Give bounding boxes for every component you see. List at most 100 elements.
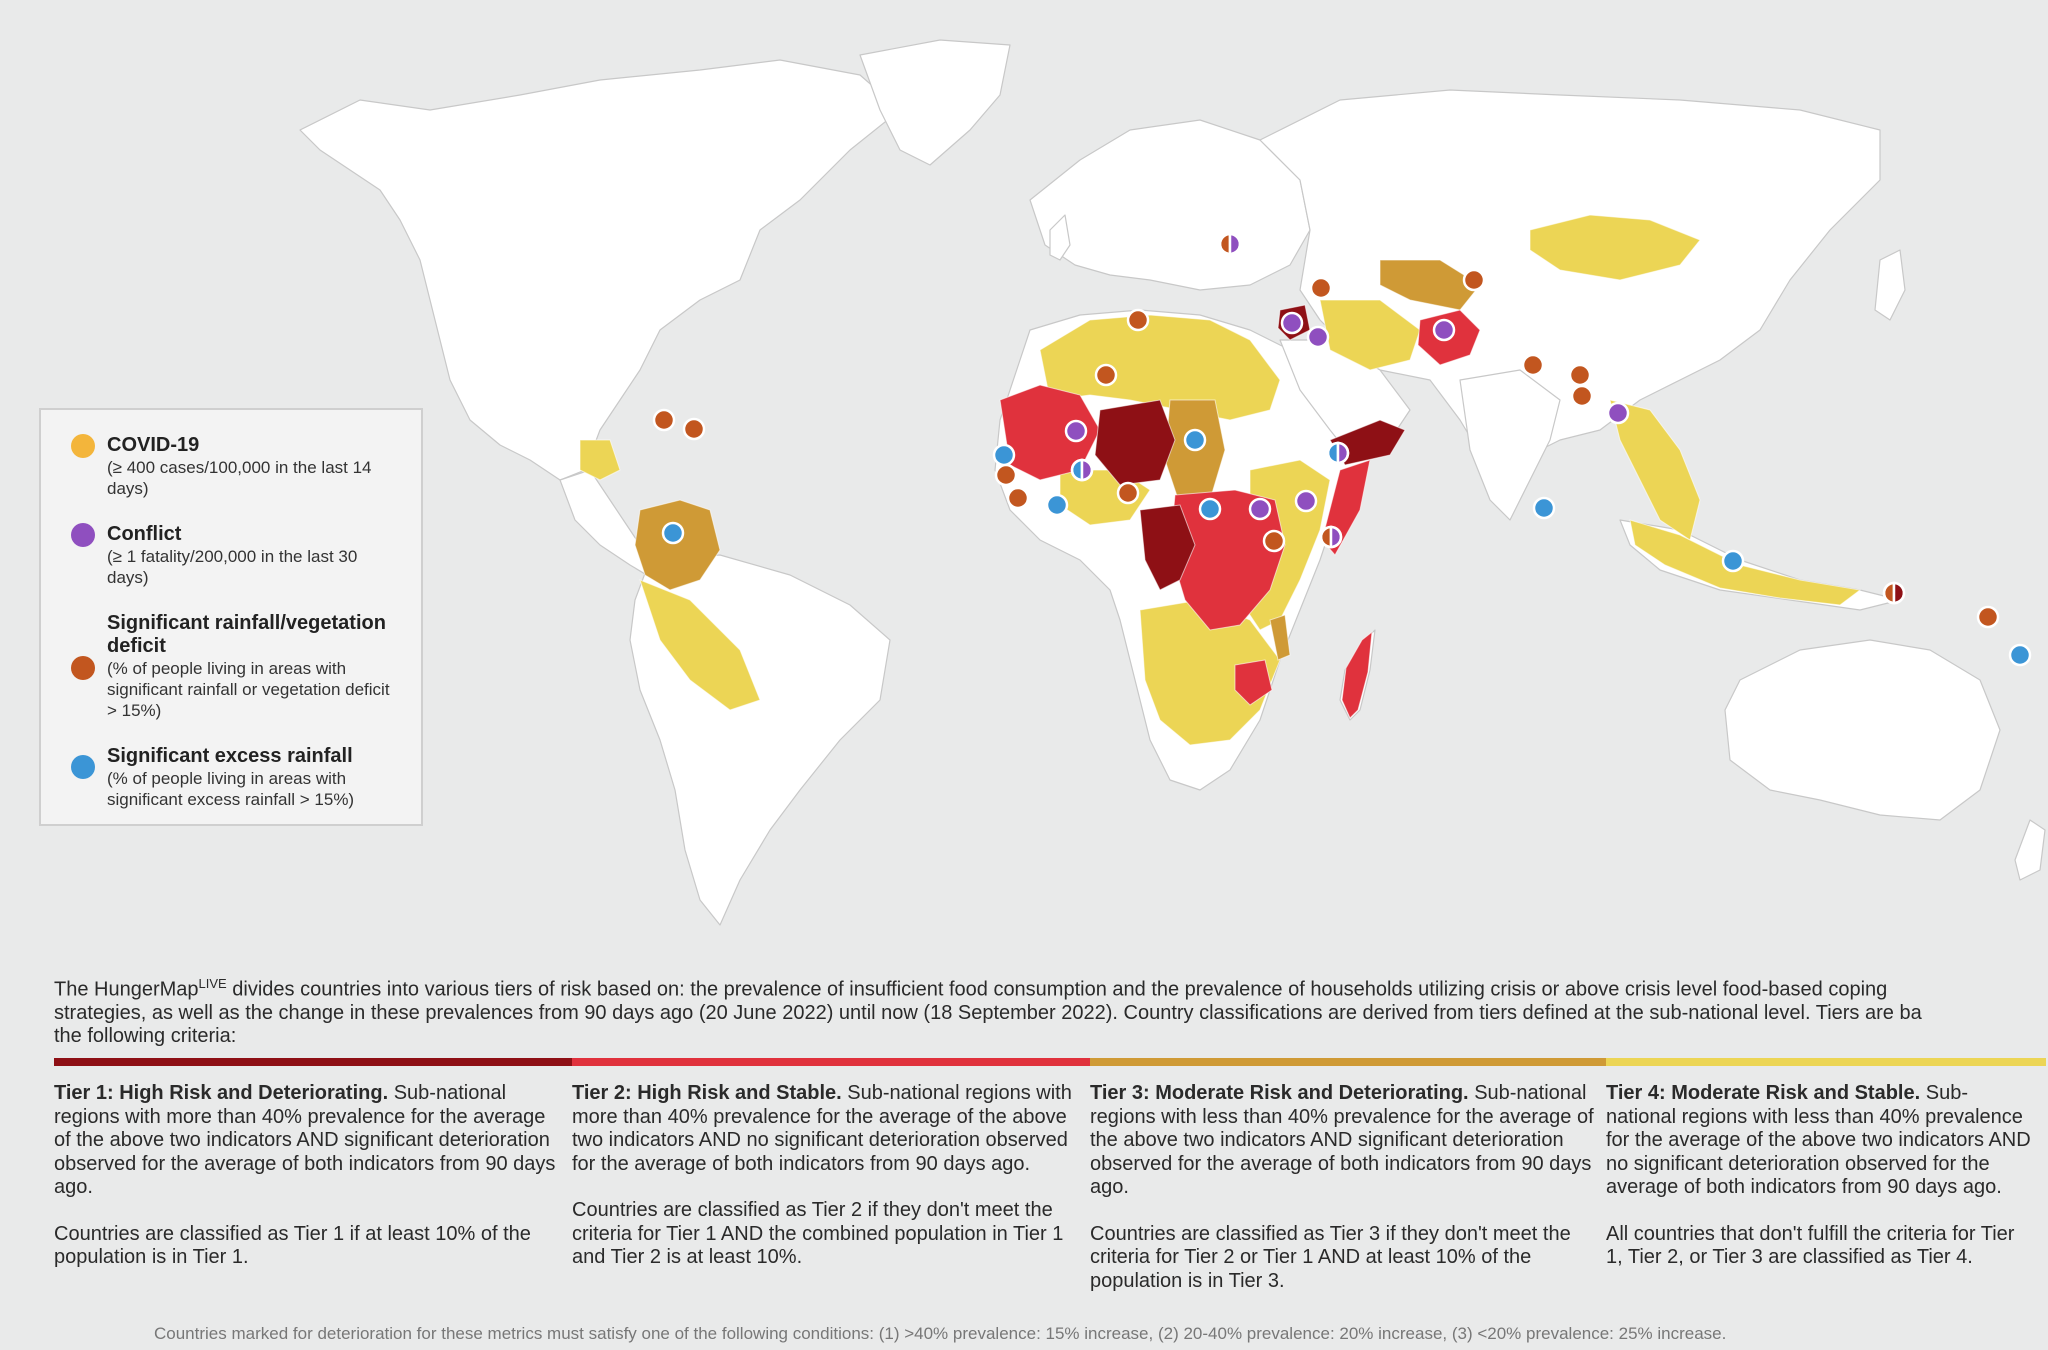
deficit-conflict-marker-icon [1218,232,1242,256]
tier-description: Sub-national regions with more than 40% … [572,1082,1072,1175]
deficit-marker-icon [994,463,1018,487]
deficit-marker-icon [1309,276,1333,300]
legend-item-excess: Significant excess rainfall (% of people… [71,745,395,810]
deficit-marker-icon [652,408,676,432]
australia [1724,639,2001,821]
deficit-marker-icon [1006,486,1030,510]
deficit-marker-icon [1126,308,1150,332]
deficit-marker-icon [1521,353,1545,377]
conflict-marker-icon [1280,311,1304,335]
excess-marker-icon [661,521,685,545]
greenland [859,39,1011,166]
brand-name: The HungerMap [54,978,199,1001]
conflict-marker-icon [1606,401,1630,425]
tier4-middle-east [1319,299,1421,371]
excess-marker-icon [1721,549,1745,573]
conflict-marker-icon [1306,325,1330,349]
tier-4-color-bar [1606,1058,2046,1066]
deficit-marker-icon [1976,605,2000,629]
tier4-indonesia [1629,519,1862,606]
covid-dot-icon [71,434,95,458]
tier-description: Sub-national regions with more than 40% … [54,1082,556,1198]
excess-marker-icon [1532,496,1556,520]
new-zealand [2014,819,2046,881]
legend-item-conflict: Conflict (≥ 1 fatality/200,000 in the la… [71,523,395,588]
deficit-marker-icon [1116,481,1140,505]
excess-marker-icon [1198,497,1222,521]
tier-title: Tier 1: High Risk and Deteriorating. [54,1082,389,1104]
conflict-dot-icon [71,523,95,547]
intro-line-1: divides countries into various tiers of … [226,978,1888,1001]
intro-text: The HungerMapLIVE divides countries into… [54,972,2048,1048]
tier4-mongolia [1529,214,1701,281]
intro-line-2: strategies, as well as the change in the… [54,1001,1922,1024]
excess-dot-icon [71,755,95,779]
tier2-zimbabwe [1234,659,1273,706]
conflict-marker-icon [1294,489,1318,513]
excess-marker-icon [1183,428,1207,452]
tier-description: Sub-national regions with less than 40% … [1606,1082,2031,1198]
tier2-sahel [999,384,1101,481]
conflict-marker-icon [1064,419,1088,443]
tier4-andes [639,579,761,711]
tier-classification: Countries are classified as Tier 1 if at… [54,1222,531,1269]
tier-classification: All countries that don't fulfill the cri… [1606,1222,2015,1269]
tier-3: Tier 3: Moderate Risk and Deteriorating.… [1090,1058,1608,1293]
tier-title: Tier 2: High Risk and Stable. [572,1082,842,1104]
intro-line-3: the following criteria: [54,1024,237,1047]
tier-title: Tier 3: Moderate Risk and Deteriorating. [1090,1082,1469,1104]
deficit-marker-icon [682,417,706,441]
deficit-marker-icon [1570,384,1594,408]
deficit-marker-icon [1462,268,1486,292]
tier4-central-america [579,439,621,481]
deficit-marker-icon [1882,581,1906,605]
tier-1: Tier 1: High Risk and Deteriorating. Sub… [54,1058,572,1270]
deficit-marker-icon [1262,529,1286,553]
map-legend: COVID-19 (≥ 400 cases/100,000 in the las… [39,408,423,826]
conflict-marker-icon [1432,318,1456,342]
legend-desc: (% of people living in areas with signif… [107,769,355,809]
excess-marker-icon [2008,643,2032,667]
excess-conflict-marker-icon [1070,458,1094,482]
deficit-marker-icon [1568,363,1592,387]
tier1-nigeria-niger [1094,399,1176,486]
japan [1874,249,1906,321]
legend-desc: (≥ 1 fatality/200,000 in the last 30 day… [107,547,358,587]
tier-1-color-bar [54,1058,572,1066]
brand-sup: LIVE [198,976,227,991]
tier-2-color-bar [572,1058,1090,1066]
tier-classification: Countries are classified as Tier 3 if th… [1090,1222,1571,1292]
deficit-marker-icon [1094,363,1118,387]
tier-classification: Countries are classified as Tier 2 if th… [572,1199,1064,1268]
tier-title: Tier 4: Moderate Risk and Stable. [1606,1082,1921,1104]
tier4-north-africa [1039,314,1281,421]
excess-marker-icon [1045,493,1069,517]
legend-desc: (% of people living in areas with signif… [107,659,390,720]
excess-marker-icon [992,443,1016,467]
tier3-malawi [1269,614,1291,661]
north-america [299,59,901,481]
world-map [299,39,2046,926]
india [1459,369,1561,521]
uk [1049,214,1071,261]
tier-definitions: Tier 1: High Risk and Deteriorating. Sub… [54,1058,2048,1292]
excess-conflict-marker-icon [1326,441,1350,465]
legend-item-deficit: Significant rainfall/vegetation deficit … [71,612,395,721]
tier2-madagascar [1341,630,1373,719]
tier-3-color-bar [1090,1058,1608,1066]
tier3-colombia [634,499,721,591]
footnote: Countries marked for deterioration for t… [154,1324,1727,1343]
deficit-conflict-marker-icon [1319,525,1343,549]
legend-title: COVID-19 [107,434,200,456]
deficit-dot-icon [71,656,95,680]
tier-4: Tier 4: Moderate Risk and Stable. Sub-na… [1606,1058,2046,1270]
tier-2: Tier 2: High Risk and Stable. Sub-nation… [572,1058,1090,1270]
legend-title: Conflict [107,523,182,545]
legend-title: Significant excess rainfall [107,745,353,767]
legend-title: Significant rainfall/vegetation deficit [107,612,386,657]
conflict-marker-icon [1248,497,1272,521]
legend-item-covid: COVID-19 (≥ 400 cases/100,000 in the las… [71,434,395,499]
tier1-drc-west [1139,504,1196,591]
legend-desc: (≥ 400 cases/100,000 in the last 14 days… [107,458,372,498]
tier-description: Sub-national regions with less than 40% … [1090,1082,1594,1198]
